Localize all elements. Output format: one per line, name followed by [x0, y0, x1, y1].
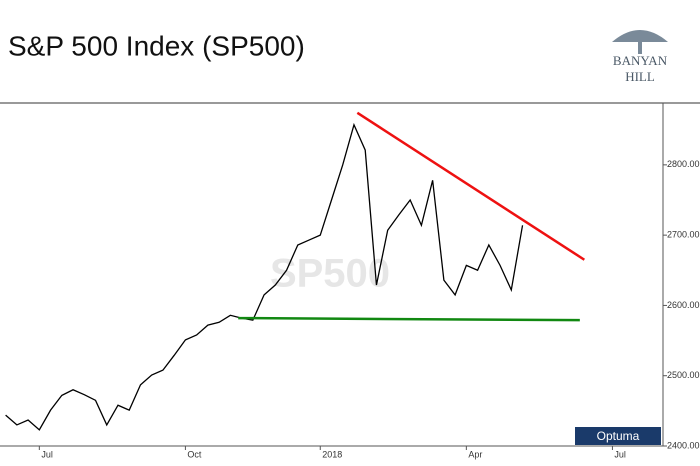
x-tick-label: Jul — [41, 449, 53, 459]
price-line — [5, 122, 524, 431]
trendline — [238, 316, 580, 322]
badge: Optuma — [597, 429, 640, 443]
logo: BANYAN HILL — [612, 30, 668, 84]
watermark: SP500 — [270, 252, 390, 296]
badge-bg — [575, 427, 661, 445]
logo-text: HILL — [625, 69, 655, 84]
y-tick-label: 2500.00 — [667, 370, 700, 380]
logo-text: BANYAN — [613, 53, 668, 68]
trendline — [356, 111, 586, 261]
x-tick-label: Jul — [614, 449, 626, 459]
x-tick-label: Oct — [187, 449, 202, 459]
logo-tree — [612, 30, 668, 42]
x-tick-label: 2018 — [322, 449, 342, 459]
y-tick-label: 2800.00 — [667, 159, 700, 169]
y-tick-label: 2600.00 — [667, 300, 700, 310]
logo-trunk — [638, 40, 642, 54]
y-tick-label: 2700.00 — [667, 230, 700, 240]
chart-title: S&P 500 Index (SP500) — [8, 30, 305, 61]
y-tick-label: 2400.00 — [667, 440, 700, 450]
x-tick-label: Apr — [468, 449, 482, 459]
